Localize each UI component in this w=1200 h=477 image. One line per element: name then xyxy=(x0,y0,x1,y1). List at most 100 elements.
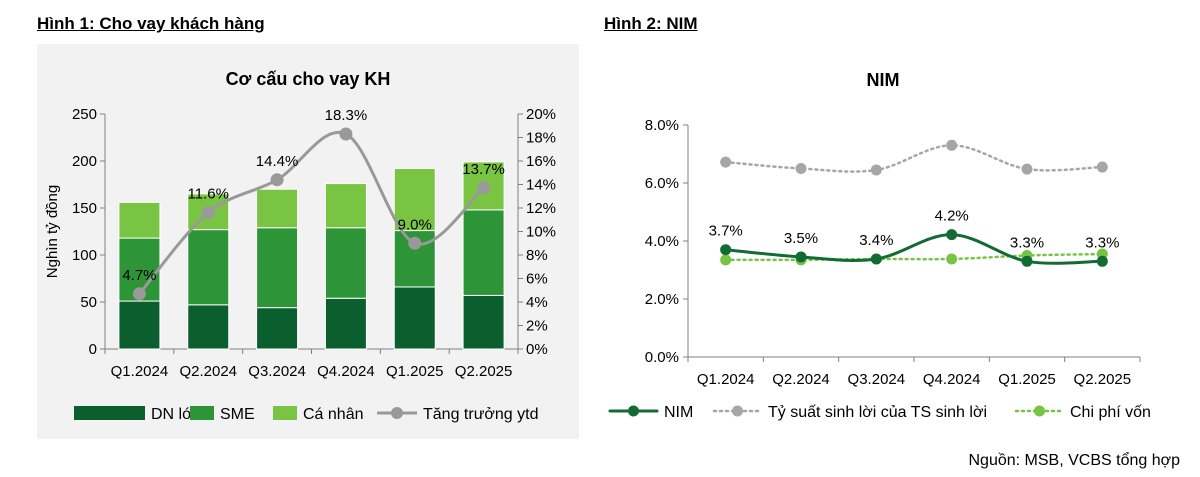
nim-point xyxy=(870,253,882,265)
nim-point xyxy=(720,244,732,256)
right-tick-label: 8% xyxy=(526,247,548,264)
nim-chart: NIM 0.0% 2.0% 4.0% 6.0% 8.0% Q1.2024 Q2.2024 Q3.… xyxy=(608,70,1151,421)
yield-point xyxy=(1021,163,1033,175)
yield-point xyxy=(870,164,882,176)
loan-structure-chart-panel: Cơ cấu cho vay KH 0 50 100 150 200 250 0% 2% 4% 6%… xyxy=(37,44,579,439)
bar-sme xyxy=(256,227,299,309)
y-tick-label: 8.0% xyxy=(645,117,679,134)
legend-cof-marker xyxy=(1034,405,1045,417)
x-tick-label: Q1.2025 xyxy=(386,363,444,380)
right-tick-label: 0% xyxy=(526,341,548,358)
yield-point xyxy=(795,163,807,174)
growth-point xyxy=(408,236,422,250)
bar-dn-lon xyxy=(118,300,161,350)
x-tick-label: Q2.2024 xyxy=(772,371,830,388)
bar-sme xyxy=(324,227,367,299)
legend-nim-label: NIM xyxy=(664,404,693,421)
yield-point xyxy=(720,156,732,168)
left-tick-label: 150 xyxy=(72,200,97,217)
left-tick-label: 250 xyxy=(72,106,97,123)
right-tick-label: 10% xyxy=(526,224,556,241)
legend-sme-swatch xyxy=(190,406,214,420)
nim-data-label: 3.3% xyxy=(1010,234,1044,251)
x-tick-label: Q2.2024 xyxy=(179,363,237,380)
right-tick-label: 4% xyxy=(526,294,548,311)
legend-dn-lon-label: DN lớn xyxy=(151,406,202,423)
x-tick-label: Q3.2024 xyxy=(848,371,906,388)
right-tick-label: 6% xyxy=(526,271,548,288)
cof-point xyxy=(946,253,958,265)
x-tick-label: Q4.2024 xyxy=(923,371,981,388)
figure2-heading: Hình 2: NIM xyxy=(604,14,698,33)
y-axis-label: Nghìn tỷ đồng xyxy=(44,185,61,278)
nim-data-label: 3.7% xyxy=(709,223,743,240)
x-tick-label: Q4.2024 xyxy=(317,363,375,380)
bar-ca-nhan xyxy=(324,183,367,229)
growth-line xyxy=(138,130,485,295)
nim-point xyxy=(795,251,807,263)
y-tick-label: 4.0% xyxy=(645,233,679,250)
yield-point xyxy=(1096,161,1108,173)
x-tick-label: Q1.2024 xyxy=(111,363,169,380)
x-tick-label: Q3.2024 xyxy=(248,363,306,380)
legend-yield-marker xyxy=(732,405,743,417)
nim-data-label: 4.2% xyxy=(935,208,969,225)
bar-dn-lon xyxy=(187,304,230,350)
legend-cof-label: Chi phí vốn xyxy=(1070,404,1151,421)
legend-tang-truong-marker xyxy=(391,407,403,419)
right-tick-label: 20% xyxy=(526,106,556,123)
left-tick-label: 100 xyxy=(72,247,97,264)
left-tick-label: 50 xyxy=(80,294,97,311)
growth-point xyxy=(477,181,491,195)
yield-line xyxy=(724,144,1104,173)
growth-data-label: 13.7% xyxy=(462,161,505,178)
bar-sme xyxy=(187,229,230,306)
nim-data-label: 3.5% xyxy=(784,230,818,247)
growth-point xyxy=(270,173,284,187)
cof-point xyxy=(720,254,732,266)
legend-dn-lon-swatch xyxy=(74,406,145,420)
growth-data-label: 4.7% xyxy=(122,267,156,284)
bar-dn-lon xyxy=(256,307,299,350)
nim-data-label: 3.4% xyxy=(859,232,893,249)
chart-title: NIM xyxy=(867,70,900,90)
y-tick-label: 0.0% xyxy=(645,349,679,366)
growth-data-label: 9.0% xyxy=(398,216,432,233)
y-tick-label: 6.0% xyxy=(645,175,679,192)
growth-point xyxy=(132,287,146,301)
x-tick-label: Q2.2025 xyxy=(455,363,513,380)
x-tick-label: Q2.2025 xyxy=(1074,371,1132,388)
right-tick-label: 2% xyxy=(526,318,548,335)
legend-sme-label: SME xyxy=(220,406,255,423)
left-tick-label: 200 xyxy=(72,153,97,170)
legend-ca-nhan-swatch xyxy=(273,406,297,420)
nim-point xyxy=(1096,255,1108,267)
x-tick-label: Q1.2025 xyxy=(998,371,1056,388)
nim-data-label: 3.3% xyxy=(1085,234,1119,251)
figure1-heading: Hình 1: Cho vay khách hàng xyxy=(37,14,265,33)
growth-data-label: 11.6% xyxy=(188,186,229,203)
right-tick-label: 14% xyxy=(526,177,556,194)
nim-point xyxy=(1021,255,1033,267)
yield-point xyxy=(946,139,958,151)
right-tick-label: 12% xyxy=(526,200,556,217)
bar-dn-lon xyxy=(393,286,436,350)
x-tick-label: Q1.2024 xyxy=(697,371,755,388)
source-note: Nguồn: MSB, VCBS tổng hợp xyxy=(968,452,1181,469)
bar-sme xyxy=(462,209,505,296)
nim-point xyxy=(946,229,958,241)
growth-data-label: 14.4% xyxy=(256,153,299,170)
bar-ca-nhan xyxy=(393,168,436,232)
legend-nim-marker xyxy=(628,405,639,417)
y-tick-label: 2.0% xyxy=(645,291,679,308)
left-tick-label: 0 xyxy=(89,341,97,358)
legend-tang-truong-label: Tăng trưởng ytd xyxy=(423,406,538,423)
right-tick-label: 16% xyxy=(526,153,556,170)
bar-dn-lon xyxy=(462,294,505,350)
growth-point xyxy=(339,127,353,141)
right-tick-label: 18% xyxy=(526,130,556,147)
loan-structure-chart: Cơ cấu cho vay KH 0 50 100 150 200 250 0% 2% 4% 6%… xyxy=(44,69,556,423)
bar-dn-lon xyxy=(324,297,367,350)
growth-data-label: 18.3% xyxy=(325,107,368,124)
legend-ca-nhan-label: Cá nhân xyxy=(303,406,364,423)
